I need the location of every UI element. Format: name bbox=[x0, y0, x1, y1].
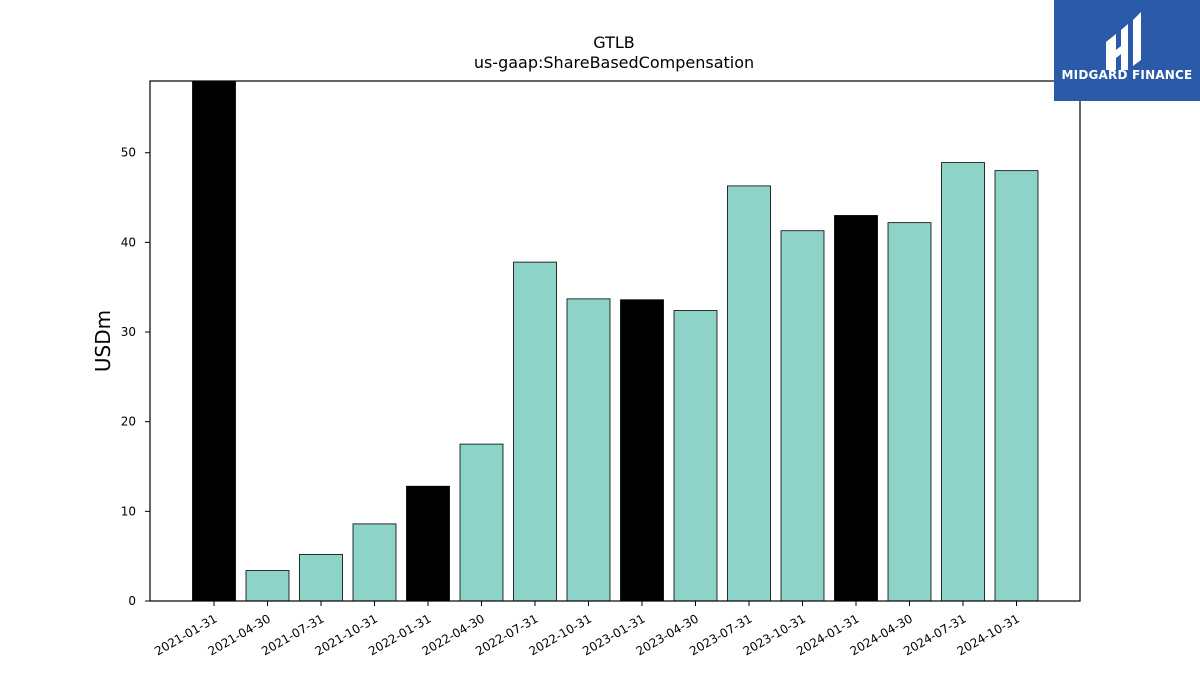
y-tick-label: 50 bbox=[121, 146, 136, 160]
bar-2024-04-30 bbox=[887, 222, 932, 602]
bar-2021-01-31 bbox=[192, 80, 236, 602]
y-tick-label: 10 bbox=[121, 504, 136, 518]
bar-2021-10-31 bbox=[352, 523, 397, 602]
y-axis-label: USDm bbox=[91, 310, 115, 372]
y-tick-label: 0 bbox=[128, 594, 136, 608]
y-tick-label: 30 bbox=[121, 325, 136, 339]
bar-2023-07-31 bbox=[727, 185, 771, 602]
bar-2023-10-31 bbox=[780, 230, 825, 602]
chart-subtitle: us-gaap:ShareBasedCompensation bbox=[474, 53, 754, 72]
brand-mark-icon bbox=[1106, 12, 1141, 70]
plot-frame bbox=[149, 80, 1081, 602]
bar-2024-10-31 bbox=[994, 170, 1039, 602]
brand-logo: MIDGARD FINANCE bbox=[1054, 0, 1200, 101]
bar-2022-01-31 bbox=[406, 485, 450, 602]
bar-2021-07-31 bbox=[299, 553, 343, 602]
bar-2022-07-31 bbox=[513, 261, 557, 602]
bar-2023-04-30 bbox=[673, 310, 718, 602]
bar-2021-04-30 bbox=[245, 570, 290, 602]
y-tick-label: 20 bbox=[121, 415, 136, 429]
brand-name: MIDGARD FINANCE bbox=[1061, 68, 1193, 82]
bar-2024-07-31 bbox=[941, 162, 985, 602]
y-tick-label: 40 bbox=[121, 235, 136, 249]
chart-title: GTLB bbox=[593, 33, 635, 52]
bar-2023-01-31 bbox=[620, 299, 664, 602]
bar-2022-10-31 bbox=[566, 298, 611, 602]
bar-2024-01-31 bbox=[834, 215, 878, 602]
bar-2022-04-30 bbox=[459, 443, 504, 602]
